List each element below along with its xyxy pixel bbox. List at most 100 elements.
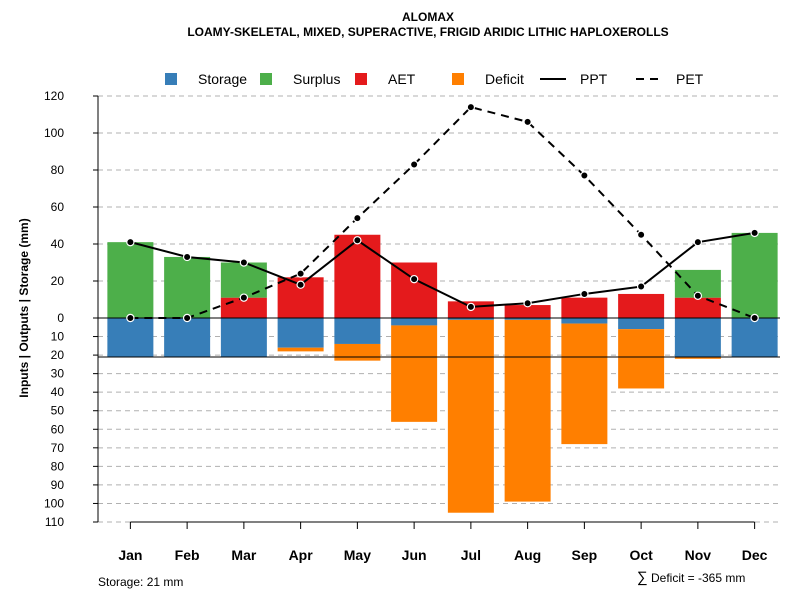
deficit-bar (447, 319, 494, 513)
ppt-point (693, 237, 703, 247)
ppt-point (580, 289, 589, 299)
deficit-bar (334, 343, 381, 361)
x-tick-label: Jun (402, 547, 427, 563)
ppt-point (239, 258, 249, 267)
y-tick-label: 100 (44, 126, 64, 140)
deficit-bar (504, 319, 551, 502)
aet-legend-label: AET (388, 71, 416, 87)
x-tick-label: Jan (118, 547, 142, 563)
surplus-bar (164, 256, 211, 318)
x-tick-label: Jul (461, 547, 481, 563)
deficit-bar (391, 325, 438, 422)
pet-point (636, 230, 646, 239)
deficit-bar (618, 329, 665, 389)
y-tick-label: 40 (51, 385, 65, 399)
storage-bar (164, 318, 211, 357)
surplus-legend-swatch (260, 73, 272, 85)
series-lines (126, 102, 759, 323)
y-tick-label: 80 (51, 163, 65, 177)
aet-bar (334, 234, 381, 318)
y-axis-label: Inputs | Outputs | Storage (mm) (17, 218, 31, 397)
ppt-point (523, 299, 532, 308)
y-tick-label: 100 (44, 496, 64, 510)
y-tick-label: 10 (51, 330, 65, 344)
aet-bar (504, 305, 551, 318)
chart-subtitle: LOAMY-SKELETAL, MIXED, SUPERACTIVE, FRIG… (187, 25, 668, 39)
y-tick-label: 20 (51, 274, 65, 288)
x-tick-label: Feb (175, 547, 200, 563)
storage-legend-swatch (165, 73, 177, 85)
deficit-note: Deficit = -365 mm (651, 571, 745, 585)
ppt-point (409, 274, 419, 284)
ppt-point (296, 280, 305, 289)
y-tick-label: 0 (57, 311, 64, 325)
aet-bar (674, 297, 721, 318)
storage-bar (334, 318, 381, 344)
x-tick-label: Dec (742, 547, 768, 563)
storage-bar (277, 318, 324, 348)
pet-point (580, 171, 589, 180)
pet-point (296, 269, 305, 278)
y-tick-label: 110 (45, 515, 64, 529)
ppt-point (353, 236, 362, 245)
y-tick-label: 60 (51, 200, 65, 214)
pet-legend-label: PET (676, 71, 704, 87)
surplus-bar (107, 242, 154, 318)
aet-bar (561, 297, 608, 318)
ppt-point (182, 252, 192, 262)
aet-legend-swatch (355, 73, 367, 85)
deficit-legend-label: Deficit (485, 71, 524, 87)
storage-note: Storage: 21 mm (98, 575, 183, 589)
storage-bar (504, 318, 551, 320)
deficit-bar (277, 347, 324, 352)
x-tick-label: Aug (514, 547, 541, 563)
pet-point (523, 117, 532, 127)
deficit-bar (561, 323, 608, 445)
surplus-legend-label: Surplus (293, 71, 340, 87)
storage-bar (561, 318, 608, 324)
deficit-symbol: ∑ (637, 569, 648, 586)
x-tick-label: Mar (231, 547, 256, 563)
pet-point (693, 291, 703, 300)
deficit-bar (674, 356, 721, 359)
deficit-legend-swatch (452, 73, 464, 85)
pet-point (353, 213, 362, 223)
pet-point (239, 293, 249, 302)
y-tick-label: 50 (51, 404, 65, 418)
surplus-bar (731, 232, 778, 318)
y-tick-label: 70 (51, 441, 65, 455)
storage-bar (220, 318, 267, 357)
ppt-point (466, 302, 476, 312)
x-tick-label: Oct (629, 547, 653, 563)
ppt-line (130, 231, 755, 308)
pet-line (130, 105, 755, 319)
legend: Storage Surplus AET Deficit PPT PET (165, 71, 704, 87)
y-tick-label: 40 (51, 237, 65, 251)
pet-point (750, 313, 759, 323)
y-tick-label: 60 (51, 422, 65, 436)
x-tick-label: Sep (572, 547, 598, 563)
storage-bar (107, 318, 154, 357)
y-tick-label: 120 (44, 89, 64, 103)
x-tick-label: Nov (685, 547, 712, 563)
ppt-point (126, 237, 135, 247)
x-tick-label: Apr (289, 547, 314, 563)
storage-bar (674, 318, 721, 357)
y-tick-label: 30 (51, 367, 65, 381)
pet-point (409, 160, 419, 169)
y-tick-label: 20 (51, 348, 65, 362)
axes: 120 100 80 60 40 20 0 10 20 30 40 50 60 70 80 90 100 110 J… (44, 89, 780, 563)
pet-point (466, 102, 476, 112)
chart-title: ALOMAX (402, 10, 454, 24)
ppt-legend-label: PPT (580, 71, 608, 87)
y-tick-label: 90 (51, 478, 65, 492)
storage-bar (447, 318, 494, 320)
aet-bar (391, 262, 438, 318)
storage-bar (731, 318, 778, 357)
storage-bar (618, 318, 665, 330)
bars (107, 232, 778, 513)
x-tick-label: May (344, 547, 371, 563)
pet-point (126, 313, 135, 323)
ppt-point (636, 282, 646, 291)
aet-bar (618, 293, 665, 318)
